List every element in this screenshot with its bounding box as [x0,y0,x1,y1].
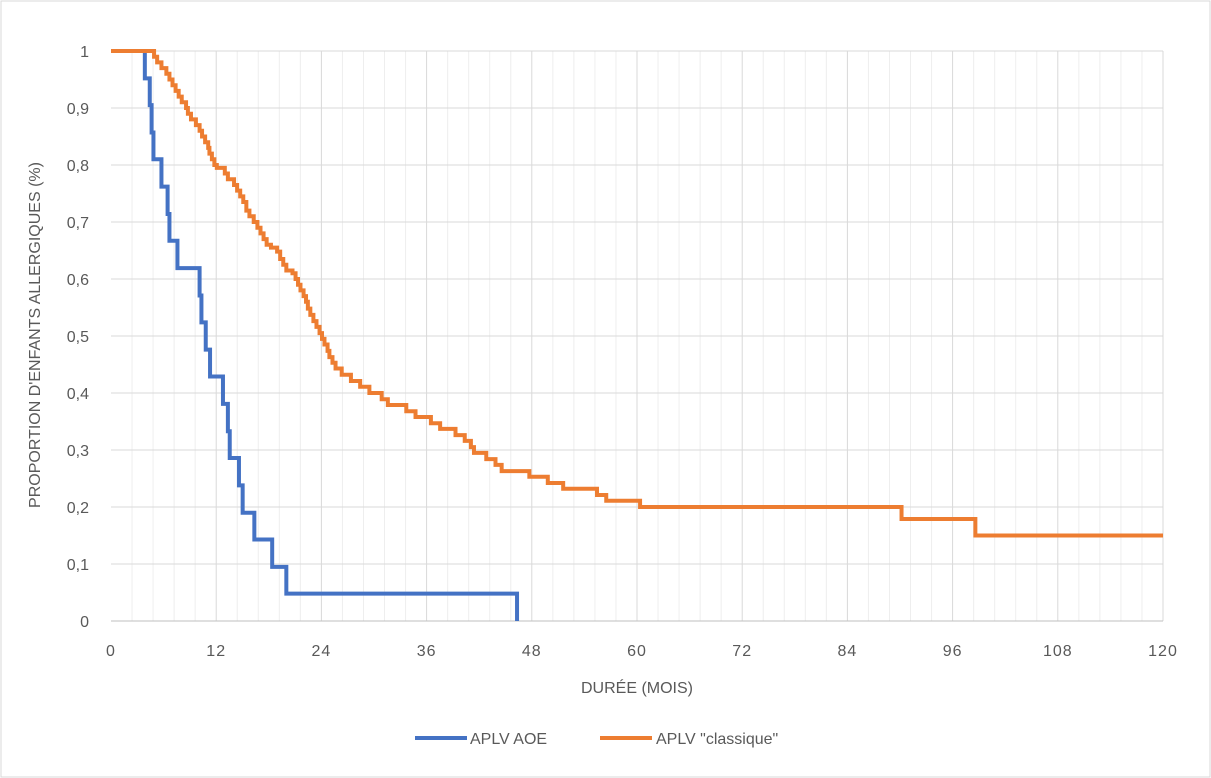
legend-label-aplv-classique: APLV "classique" [656,731,778,748]
y-tick-label: 0,8 [67,158,89,175]
series-line-aplv-classique [111,49,1163,538]
y-axis-title: PROPORTION D'ENFANTS ALLERGIQUES (%) [27,162,44,508]
x-tick-label: 108 [1043,643,1073,660]
x-tick-label: 72 [732,643,752,660]
y-tick-label: 1 [80,44,89,61]
x-tick-label: 48 [522,643,542,660]
legend: APLV AOE APLV "classique" [415,731,778,748]
y-tick-label: 0,7 [67,215,89,232]
series-layer [111,49,1163,621]
x-tick-label: 12 [206,643,226,660]
y-tick-label: 0,9 [67,101,89,118]
x-tick-label: 60 [627,643,647,660]
x-tick-label: 36 [417,643,437,660]
x-tick-label: 84 [838,643,858,660]
y-tick-label: 0,2 [67,500,89,517]
x-tick-label: 120 [1148,643,1178,660]
x-axis-title: DURÉE (MOIS) [581,678,693,697]
x-tick-label: 96 [943,643,963,660]
x-tick-label: 0 [106,643,116,660]
y-tick-label: 0,1 [67,557,89,574]
y-tick-label: 0,4 [67,386,89,403]
y-tick-label: 0 [80,614,89,631]
x-tick-labels: 0 12 24 36 48 60 72 84 96 108 120 [106,643,1178,660]
y-tick-label: 0,6 [67,272,89,289]
y-tick-label: 0,3 [67,443,89,460]
series-line-aplv-aoe [111,49,520,621]
major-grid [111,50,1164,622]
y-tick-label: 0,5 [67,329,89,346]
legend-label-aplv-aoe: APLV AOE [470,731,547,748]
y-tick-labels: 0 0,1 0,2 0,3 0,4 0,5 0,6 0,7 0,8 0,9 1 [67,44,89,631]
x-tick-label: 24 [312,643,332,660]
